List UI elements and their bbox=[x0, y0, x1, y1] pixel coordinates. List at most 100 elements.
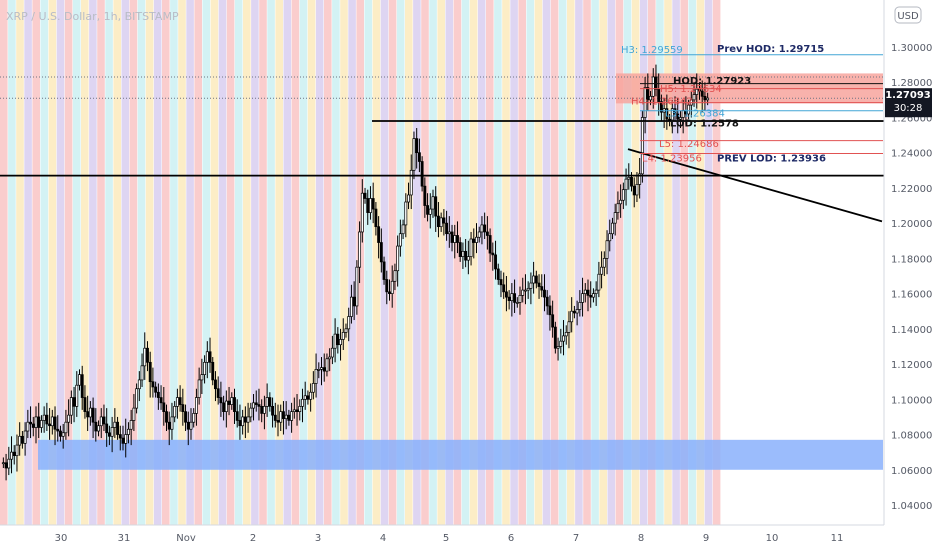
candle-body bbox=[521, 289, 525, 296]
currency-badge[interactable]: USD bbox=[894, 6, 922, 24]
candle-body bbox=[328, 356, 332, 360]
candle-body bbox=[605, 240, 609, 259]
candle-body bbox=[567, 321, 571, 333]
candle-body bbox=[545, 296, 549, 307]
candle-body bbox=[591, 293, 595, 298]
session-band bbox=[275, 0, 283, 525]
candle-body bbox=[252, 402, 255, 409]
candle-body bbox=[485, 231, 489, 236]
session-band bbox=[72, 0, 81, 525]
session-band bbox=[97, 0, 105, 525]
candle-body bbox=[543, 289, 546, 298]
candle-body bbox=[608, 233, 612, 242]
session-band bbox=[704, 0, 713, 525]
price-axis-bg[interactable] bbox=[884, 0, 932, 525]
price-tick-label: 1.16000 bbox=[891, 290, 932, 301]
session-band bbox=[234, 0, 243, 525]
candle-body bbox=[407, 194, 410, 203]
candle-body bbox=[88, 407, 92, 418]
candle-body bbox=[415, 138, 419, 154]
candle-body bbox=[540, 286, 544, 291]
candle-body bbox=[121, 437, 125, 444]
candle-body bbox=[175, 397, 179, 407]
candle-body bbox=[352, 296, 356, 307]
candle-body bbox=[78, 374, 81, 386]
candle-body bbox=[420, 161, 424, 187]
session-band bbox=[210, 0, 219, 525]
candle-body bbox=[469, 238, 473, 257]
price-tick-label: 1.30000 bbox=[891, 43, 932, 54]
candle-body bbox=[56, 428, 60, 432]
candle-body bbox=[548, 305, 552, 316]
candle-body bbox=[491, 252, 495, 256]
price-tick-label: 1.10000 bbox=[891, 395, 932, 406]
session-band bbox=[534, 0, 543, 525]
session-band bbox=[8, 0, 16, 525]
candle-body bbox=[148, 361, 152, 383]
session-band bbox=[550, 0, 559, 525]
session-band bbox=[656, 0, 664, 525]
session-band bbox=[405, 0, 413, 525]
time-axis-bg[interactable] bbox=[0, 525, 932, 550]
session-band bbox=[575, 0, 583, 525]
candle-body bbox=[347, 316, 351, 330]
level-label: Prev HOD: 1.29715 bbox=[717, 44, 824, 55]
candle-body bbox=[135, 388, 139, 409]
candle-body bbox=[458, 242, 462, 257]
time-tick-label: 6 bbox=[508, 533, 514, 544]
candle-body bbox=[284, 414, 288, 420]
candle-body bbox=[564, 332, 568, 337]
candle-body bbox=[1, 462, 5, 465]
candle-body bbox=[181, 404, 185, 412]
session-band bbox=[113, 0, 121, 525]
session-band bbox=[696, 0, 705, 525]
candle-body bbox=[518, 295, 522, 303]
candle-body bbox=[75, 384, 79, 407]
candle-body bbox=[91, 407, 95, 423]
price-tick-label: 1.20000 bbox=[891, 219, 932, 230]
candle-body bbox=[159, 397, 163, 404]
candle-body bbox=[257, 404, 261, 407]
candle-body bbox=[15, 444, 19, 457]
session-band bbox=[615, 0, 624, 525]
candle-body bbox=[235, 411, 239, 421]
session-band bbox=[340, 0, 348, 525]
candle-body bbox=[676, 113, 680, 120]
support-zone bbox=[38, 439, 883, 470]
candle-body bbox=[534, 275, 538, 284]
candle-body bbox=[249, 407, 253, 418]
level-label: LOD: 1.2578 bbox=[670, 119, 739, 130]
session-band bbox=[162, 0, 170, 525]
candle-body bbox=[396, 245, 400, 272]
candle-body bbox=[246, 416, 250, 423]
candle-body bbox=[273, 414, 277, 421]
candle-body bbox=[341, 332, 345, 340]
candle-body bbox=[173, 406, 177, 418]
session-band bbox=[364, 0, 373, 525]
session-band bbox=[429, 0, 437, 525]
candle-body bbox=[583, 289, 587, 294]
candle-body bbox=[477, 231, 481, 238]
candle-body bbox=[687, 104, 691, 115]
price-tick-label: 1.06000 bbox=[891, 466, 932, 477]
candle-body bbox=[363, 192, 367, 199]
candle-body bbox=[532, 275, 536, 284]
candle-body bbox=[423, 185, 427, 206]
session-band bbox=[137, 0, 146, 525]
candle-body bbox=[83, 397, 87, 412]
candle-body bbox=[214, 379, 217, 390]
candle-body bbox=[472, 238, 476, 243]
session-band bbox=[453, 0, 462, 525]
candle-body bbox=[488, 235, 492, 254]
price-tick-label: 1.12000 bbox=[891, 360, 932, 371]
trendlines[interactable] bbox=[0, 54, 884, 223]
candle-body bbox=[553, 326, 557, 349]
session-band bbox=[81, 0, 89, 525]
session-band bbox=[648, 0, 656, 525]
descending-trendline[interactable] bbox=[627, 148, 883, 223]
candle-body bbox=[439, 217, 443, 228]
candle-body bbox=[39, 420, 43, 428]
candle-body bbox=[651, 76, 655, 97]
